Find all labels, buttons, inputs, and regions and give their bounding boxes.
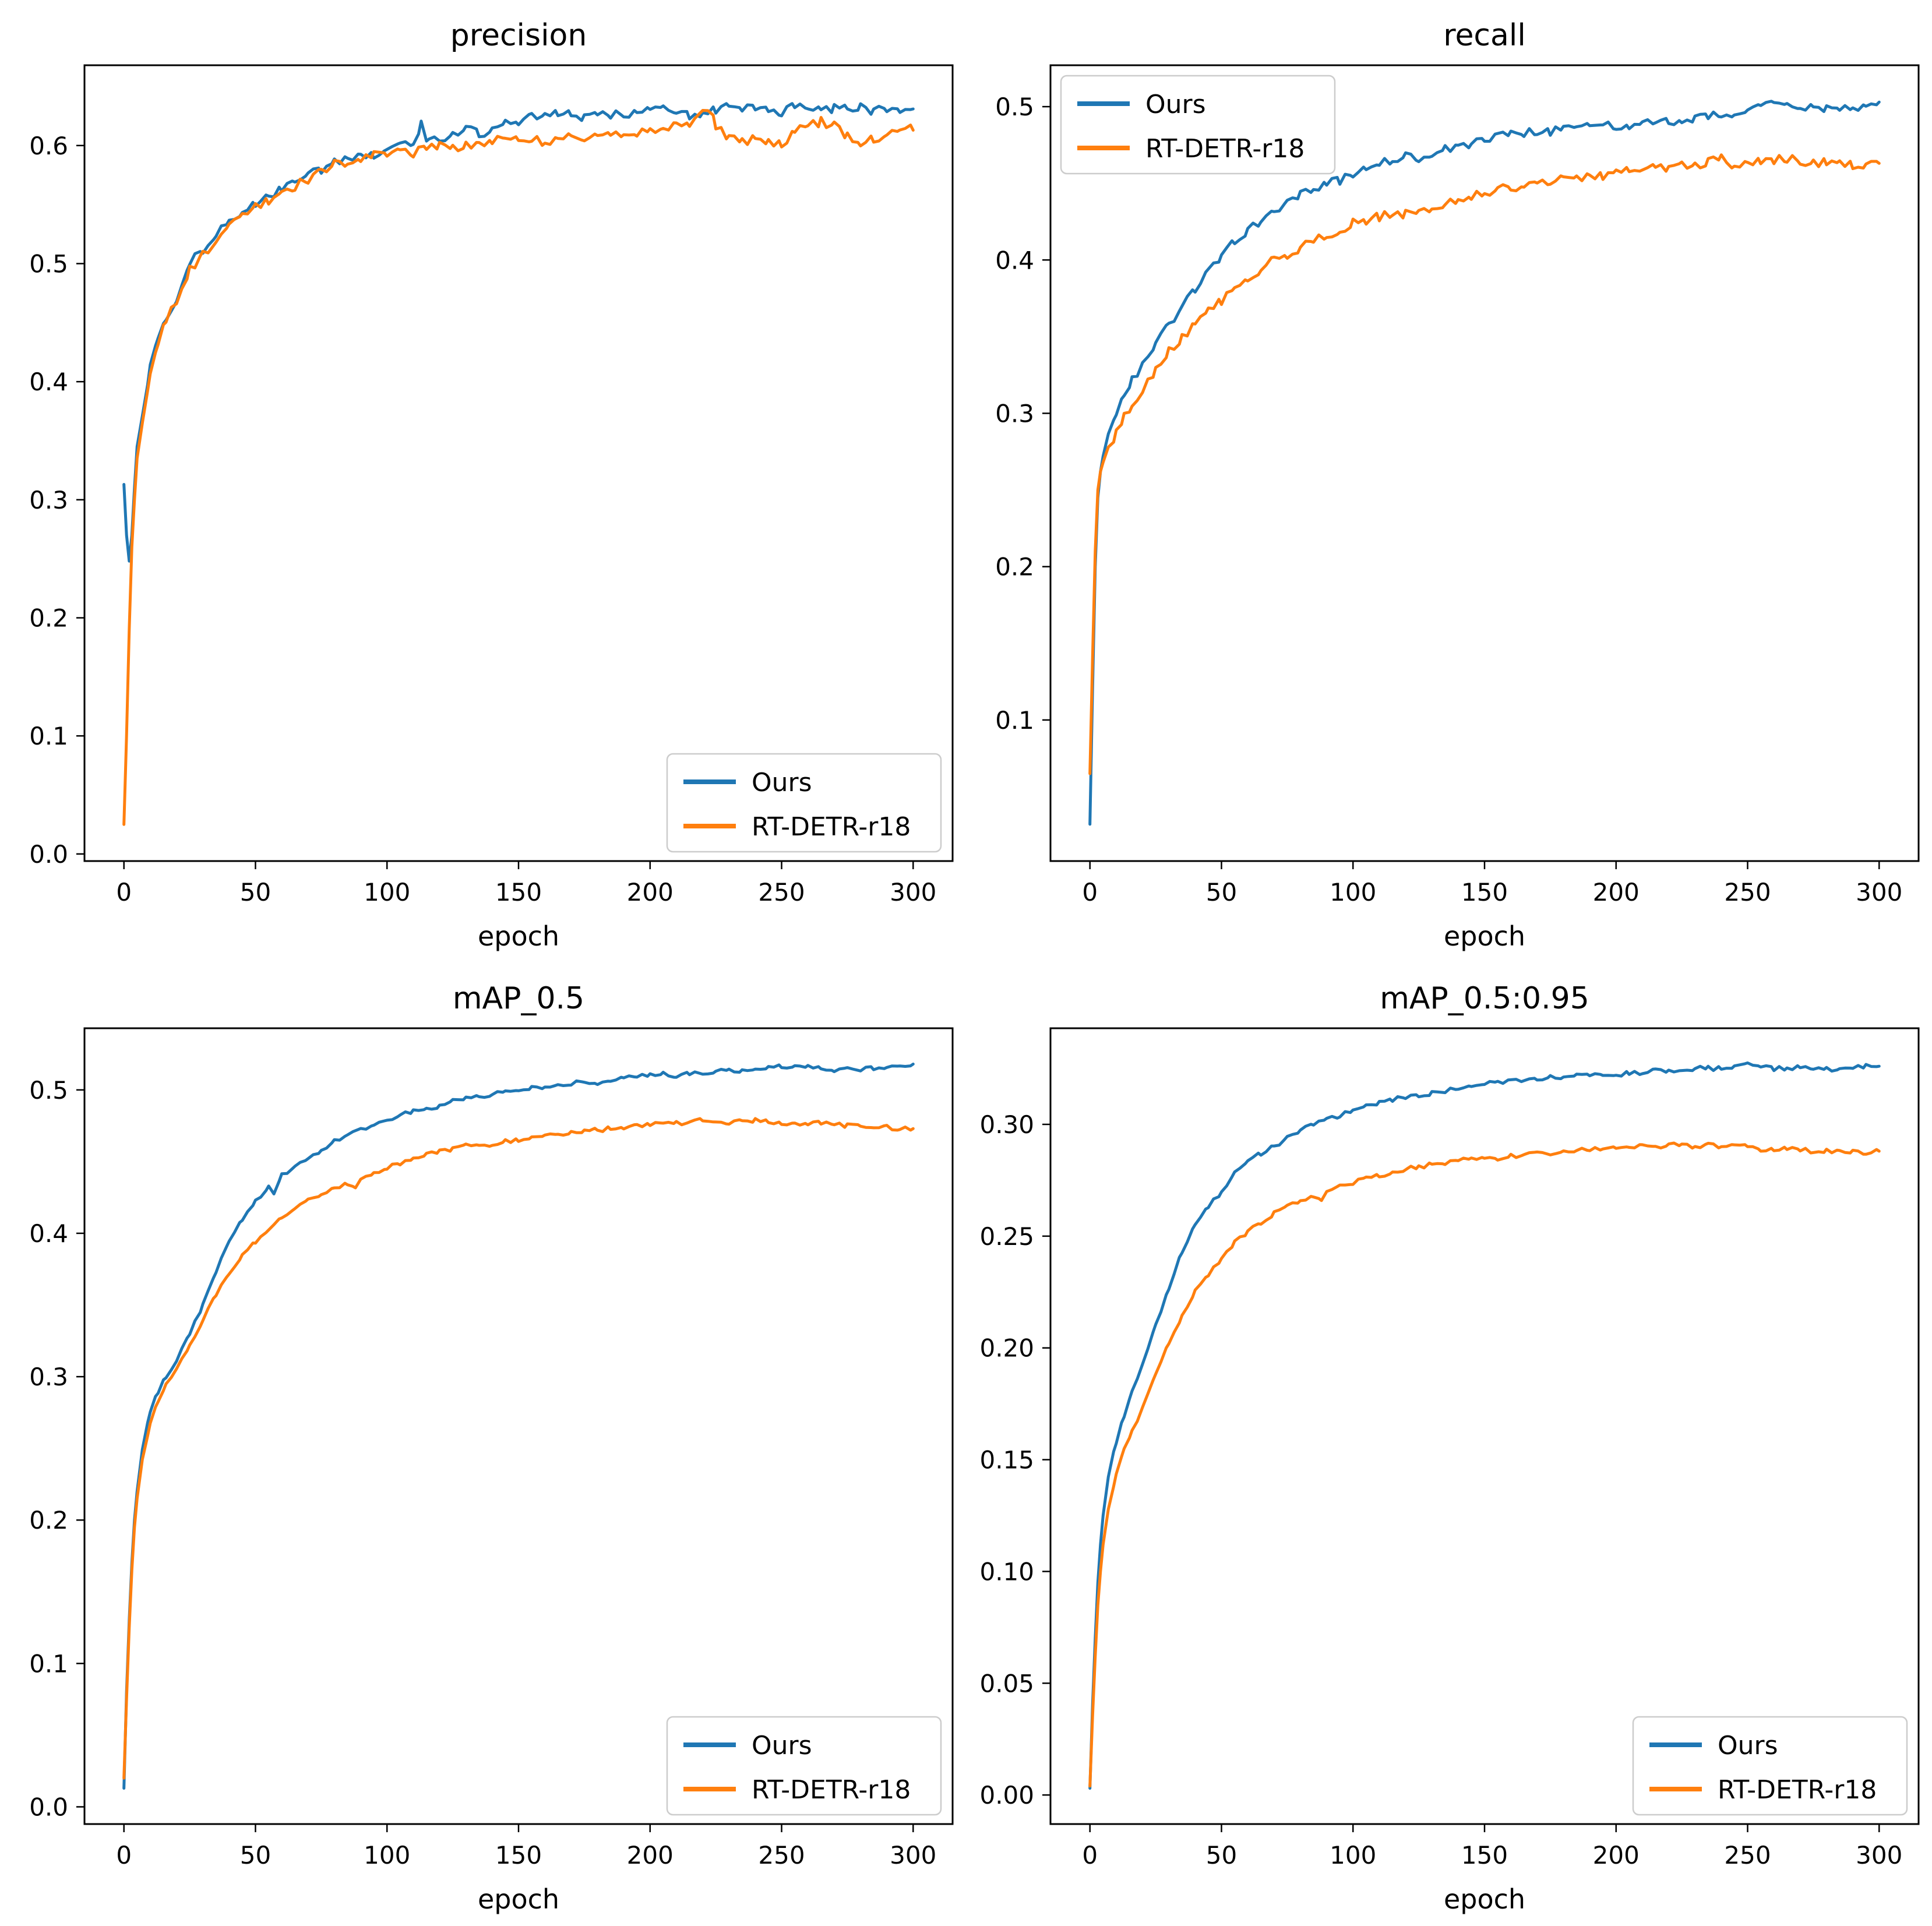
chart-title: recall — [1443, 18, 1526, 53]
x-tick-label: 50 — [240, 1841, 271, 1869]
y-tick-label: 0.0 — [29, 840, 68, 869]
x-tick-label: 50 — [1206, 878, 1237, 906]
axes-frame — [83, 1027, 954, 1825]
legend-label: Ours — [1718, 1731, 1778, 1761]
series-line-rt-detr-r18 — [1088, 153, 1881, 775]
x-tick-label: 0 — [116, 1841, 132, 1869]
series-line-ours — [1088, 1061, 1881, 1790]
precision-chart-svg: precision 0 50 100 150 200 250 300 0.0 0.1 0.2 0.3 0… — [0, 0, 966, 963]
x-tick-label: 250 — [1724, 1841, 1771, 1869]
x-axis-label: epoch — [478, 1883, 559, 1915]
x-tick-label: 0 — [116, 878, 132, 906]
legend-label: RT-DETR-r18 — [752, 1775, 911, 1805]
y-tick-label: 0.15 — [979, 1446, 1034, 1475]
axes-frame — [83, 64, 954, 862]
y-tick-label: 0.2 — [29, 604, 68, 632]
y-tick-label: 0.3 — [29, 486, 68, 514]
y-tick-label: 0.4 — [29, 368, 68, 396]
y-tick-label: 0.0 — [29, 1793, 68, 1821]
x-tick-label: 100 — [1330, 878, 1376, 906]
legend-label: RT-DETR-r18 — [1718, 1775, 1877, 1805]
x-tick-label: 200 — [627, 878, 674, 906]
y-tick-label: 0.05 — [979, 1669, 1034, 1698]
x-tick-label: 300 — [1856, 1841, 1902, 1869]
map-05-chart-svg: mAP_0.5 0 50 100 150 200 250 300 0.0 0.1 0.2 0.3 0.4… — [0, 963, 966, 1926]
x-tick-label: 200 — [1593, 1841, 1640, 1869]
x-axis-label: epoch — [1444, 1883, 1525, 1915]
y-tick-label: 0.4 — [995, 246, 1034, 274]
y-tick-label: 0.00 — [979, 1781, 1034, 1809]
axes-frame — [1049, 1027, 1920, 1825]
subplot-recall: recall 0 50 100 150 200 250 300 0.1 0.2 0.3 0.4 0.5 e… — [966, 0, 1932, 963]
subplot-map-05: mAP_0.5 0 50 100 150 200 250 300 0.0 0.1 0.2 0.3 0.4… — [0, 963, 966, 1926]
y-tick-label: 0.1 — [995, 706, 1034, 735]
series-line-ours — [122, 1063, 915, 1790]
subplot-map-05-095: mAP_0.5:0.95 0 50 100 150 200 250 300 0.00 0.05 0.… — [966, 963, 1932, 1926]
y-tick-label: 0.3 — [29, 1363, 68, 1391]
y-tick-label: 0.1 — [29, 722, 68, 750]
legend: Ours RT-DETR-r18 — [1060, 75, 1336, 175]
y-tick-label: 0.30 — [979, 1110, 1034, 1139]
x-tick-label: 200 — [627, 1841, 674, 1869]
x-tick-label: 300 — [890, 878, 936, 906]
y-tick-label: 0.6 — [29, 132, 68, 160]
map-05-095-chart-svg: mAP_0.5:0.95 0 50 100 150 200 250 300 0.00 0.05 0.… — [966, 963, 1932, 1926]
legend: Ours RT-DETR-r18 — [1632, 1716, 1908, 1816]
y-tick-label: 0.1 — [29, 1649, 68, 1678]
series-line-rt-detr-r18 — [122, 1117, 915, 1780]
x-tick-label: 150 — [495, 1841, 542, 1869]
y-tick-label: 0.3 — [995, 399, 1034, 428]
x-axis-label: epoch — [478, 920, 559, 952]
x-tick-label: 250 — [758, 1841, 805, 1869]
chart-title: mAP_0.5:0.95 — [1380, 981, 1589, 1016]
recall-chart-svg: recall 0 50 100 150 200 250 300 0.1 0.2 0.3 0.4 0.5 e… — [966, 0, 1932, 963]
x-tick-label: 50 — [1206, 1841, 1237, 1869]
x-tick-label: 150 — [1461, 1841, 1508, 1869]
y-tick-label: 0.10 — [979, 1557, 1034, 1586]
x-tick-label: 150 — [1461, 878, 1508, 906]
y-tick-label: 0.5 — [995, 93, 1034, 121]
y-tick-label: 0.20 — [979, 1334, 1034, 1363]
y-tick-label: 0.2 — [995, 553, 1034, 581]
chart-title: precision — [450, 18, 587, 53]
x-tick-label: 300 — [1856, 878, 1902, 906]
x-tick-label: 100 — [1330, 1841, 1376, 1869]
x-tick-label: 50 — [240, 878, 271, 906]
y-tick-label: 0.5 — [29, 1076, 68, 1105]
y-tick-label: 0.4 — [29, 1219, 68, 1248]
x-axis-label: epoch — [1444, 920, 1525, 952]
y-tick-label: 0.5 — [29, 249, 68, 278]
legend-label: Ours — [752, 768, 812, 798]
series-line-ours — [1088, 100, 1881, 826]
legend-label: RT-DETR-r18 — [1145, 134, 1305, 164]
x-tick-label: 200 — [1593, 878, 1640, 906]
subplot-precision: precision 0 50 100 150 200 250 300 0.0 0.1 0.2 0.3 0… — [0, 0, 966, 963]
x-tick-label: 300 — [890, 1841, 936, 1869]
legend: Ours RT-DETR-r18 — [666, 1716, 942, 1816]
y-tick-label: 0.25 — [979, 1222, 1034, 1251]
x-tick-label: 150 — [495, 878, 542, 906]
x-tick-label: 100 — [364, 1841, 410, 1869]
x-tick-label: 250 — [1724, 878, 1771, 906]
series-line-ours — [122, 102, 915, 563]
series-line-rt-detr-r18 — [122, 109, 915, 826]
y-tick-label: 0.2 — [29, 1506, 68, 1535]
axes-frame — [1049, 64, 1920, 862]
legend-label: Ours — [1145, 90, 1206, 119]
x-tick-label: 250 — [758, 878, 805, 906]
legend-label: RT-DETR-r18 — [752, 812, 911, 842]
x-tick-label: 100 — [364, 878, 410, 906]
chart-title: mAP_0.5 — [453, 981, 584, 1016]
x-tick-label: 0 — [1082, 1841, 1098, 1869]
legend: Ours RT-DETR-r18 — [666, 753, 942, 853]
legend-label: Ours — [752, 1731, 812, 1761]
x-tick-label: 0 — [1082, 878, 1098, 906]
series-line-rt-detr-r18 — [1088, 1141, 1881, 1788]
